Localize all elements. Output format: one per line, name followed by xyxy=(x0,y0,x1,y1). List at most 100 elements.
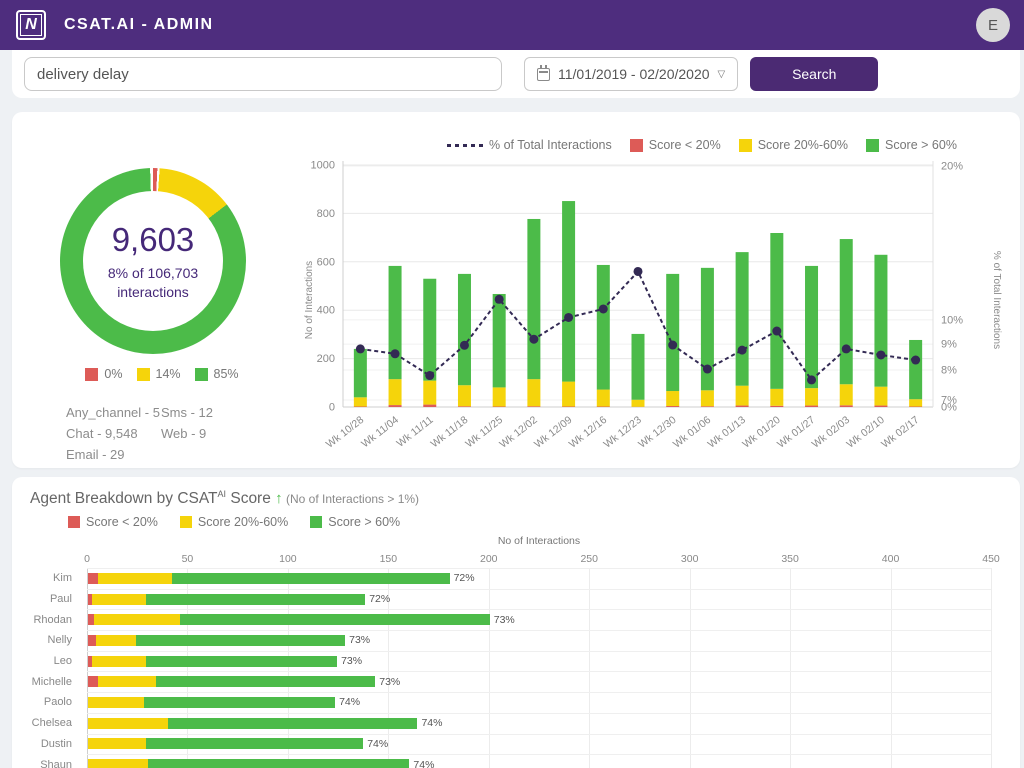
chevron-down-icon: ▽ xyxy=(718,69,726,80)
channel-count: Sms - 12 xyxy=(161,405,267,426)
dotted-line-icon xyxy=(447,144,483,147)
channel-count: Any_channel - 5 xyxy=(66,405,161,426)
sort-ascending-icon[interactable]: ↑ xyxy=(275,490,283,507)
svg-text:20%: 20% xyxy=(941,160,963,172)
agent-name: Nelly xyxy=(12,634,80,646)
date-range-value: 11/01/2019 - 02/20/2020 xyxy=(558,66,710,82)
channel-breakdown: Any_channel - 5Chat - 9,548Email - 29Sms… xyxy=(66,405,267,468)
agent-row[interactable]: Rhodan73% xyxy=(12,609,1002,630)
x-tick-label: 450 xyxy=(982,553,1000,565)
bar-segment xyxy=(92,594,146,605)
svg-text:Wk 12/23: Wk 12/23 xyxy=(602,414,644,451)
svg-text:Wk 11/18: Wk 11/18 xyxy=(429,414,471,450)
agent-row[interactable]: Shaun74% xyxy=(12,754,1002,768)
search-input[interactable] xyxy=(24,57,502,91)
svg-text:600: 600 xyxy=(317,256,335,268)
bar-segment xyxy=(146,594,365,605)
agent-row[interactable]: Dustin74% xyxy=(12,734,1002,755)
user-avatar[interactable]: E xyxy=(976,8,1010,42)
legend-swatch-icon xyxy=(180,516,192,528)
svg-text:0: 0 xyxy=(329,402,335,414)
x-tick-label: 350 xyxy=(781,553,799,565)
bar-segment xyxy=(88,759,148,768)
legend-swatch-icon xyxy=(195,368,208,381)
svg-text:8%: 8% xyxy=(941,364,957,376)
svg-text:200: 200 xyxy=(317,353,335,365)
svg-text:No of Interactions: No of Interactions xyxy=(304,261,315,339)
agent-stacked-bar xyxy=(88,738,363,749)
agent-name: Michelle xyxy=(12,676,80,688)
agent-score-label: 74% xyxy=(339,696,360,708)
svg-text:Wk 01/13: Wk 01/13 xyxy=(706,414,748,451)
bar-segment xyxy=(88,676,98,687)
svg-text:1000: 1000 xyxy=(311,160,335,172)
donut-chart: 9,603 8% of 106,703 interactions xyxy=(60,168,246,354)
legend-item: 14% xyxy=(137,367,181,381)
search-section: 11/01/2019 - 02/20/2020 ▽ Search xyxy=(12,50,1020,98)
date-range-picker[interactable]: 11/01/2019 - 02/20/2020 ▽ xyxy=(524,57,738,91)
agent-name: Leo xyxy=(12,655,80,667)
bar-segment xyxy=(94,614,180,625)
svg-text:10%: 10% xyxy=(941,314,963,326)
agent-stacked-bar xyxy=(88,594,365,605)
legend-item: Score > 60% xyxy=(310,515,400,529)
x-tick-label: 200 xyxy=(480,553,498,565)
svg-text:Wk 02/03: Wk 02/03 xyxy=(810,414,852,451)
legend-swatch-icon xyxy=(68,516,80,528)
donut-legend: 0% 14% 85% xyxy=(57,367,267,381)
channel-count: Chat - 9,548 xyxy=(66,426,161,447)
x-tick-label: 150 xyxy=(380,553,398,565)
agent-stacked-bar xyxy=(88,697,335,708)
agent-breakdown-title: Agent Breakdown by CSATAI Score ↑ (No of… xyxy=(30,489,419,508)
agent-rows: Kim72%Paul72%Rhodan73%Nelly73%Leo73%Mich… xyxy=(12,568,1002,768)
svg-text:0%: 0% xyxy=(941,402,957,414)
agent-row[interactable]: Leo73% xyxy=(12,651,1002,672)
bar-segment xyxy=(146,738,363,749)
svg-text:Wk 12/16: Wk 12/16 xyxy=(567,414,609,451)
legend-item: 0% xyxy=(85,367,122,381)
agent-row[interactable]: Nelly 73% xyxy=(12,630,1002,651)
svg-text:Wk 02/10: Wk 02/10 xyxy=(844,414,886,451)
bar-segment xyxy=(98,573,172,584)
agent-row[interactable]: Michelle 73% xyxy=(12,671,1002,692)
agent-row[interactable]: Kim 72% xyxy=(12,568,1002,589)
svg-text:Wk 12/02: Wk 12/02 xyxy=(497,414,539,451)
svg-text:Wk 01/06: Wk 01/06 xyxy=(671,414,713,451)
legend-item: Score 20%-60% xyxy=(180,515,288,529)
agent-score-label: 73% xyxy=(379,676,400,688)
agent-chart-legend: Score < 20%Score 20%-60%Score > 60% xyxy=(68,515,400,529)
app-logo-icon: N xyxy=(16,10,46,40)
bar-segment xyxy=(172,573,449,584)
svg-text:Wk 01/27: Wk 01/27 xyxy=(775,414,817,451)
agent-score-label: 74% xyxy=(421,717,442,729)
app-header: N CSAT.AI - ADMIN E xyxy=(0,0,1024,50)
agent-row[interactable]: Paul72% xyxy=(12,589,1002,610)
agent-row[interactable]: Chelsea74% xyxy=(12,713,1002,734)
agent-row[interactable]: Paolo 74% xyxy=(12,692,1002,713)
bar-segment xyxy=(98,676,156,687)
total-interactions-value: 9,603 xyxy=(112,221,195,259)
weekly-interactions-chart: 0200400600800100020%10%9%8%7%0%Wk 10/28W… xyxy=(300,150,1010,462)
app-title: CSAT.AI - ADMIN xyxy=(64,16,214,34)
svg-text:Wk 11/04: Wk 11/04 xyxy=(359,414,401,450)
agent-stacked-bar xyxy=(88,573,450,584)
agent-score-label: 74% xyxy=(413,759,434,768)
bar-segment xyxy=(148,759,409,768)
x-axis-title: No of Interactions xyxy=(87,535,991,547)
bar-segment xyxy=(146,656,337,667)
bar-segment xyxy=(88,573,98,584)
agent-score-label: 72% xyxy=(454,572,475,584)
agent-score-label: 73% xyxy=(494,614,515,626)
x-tick-label: 250 xyxy=(580,553,598,565)
agent-score-label: 73% xyxy=(349,634,370,646)
agent-name: Paolo xyxy=(12,696,80,708)
bar-segment xyxy=(156,676,375,687)
legend-item: 85% xyxy=(195,367,239,381)
total-interactions-subtitle: 8% of 106,703 interactions xyxy=(108,264,198,300)
agent-name: Kim xyxy=(12,572,80,584)
bar-segment xyxy=(96,635,136,646)
search-button[interactable]: Search xyxy=(750,57,878,91)
agent-stacked-bar xyxy=(88,614,490,625)
svg-text:Wk 12/09: Wk 12/09 xyxy=(532,414,574,451)
bar-segment xyxy=(88,635,96,646)
